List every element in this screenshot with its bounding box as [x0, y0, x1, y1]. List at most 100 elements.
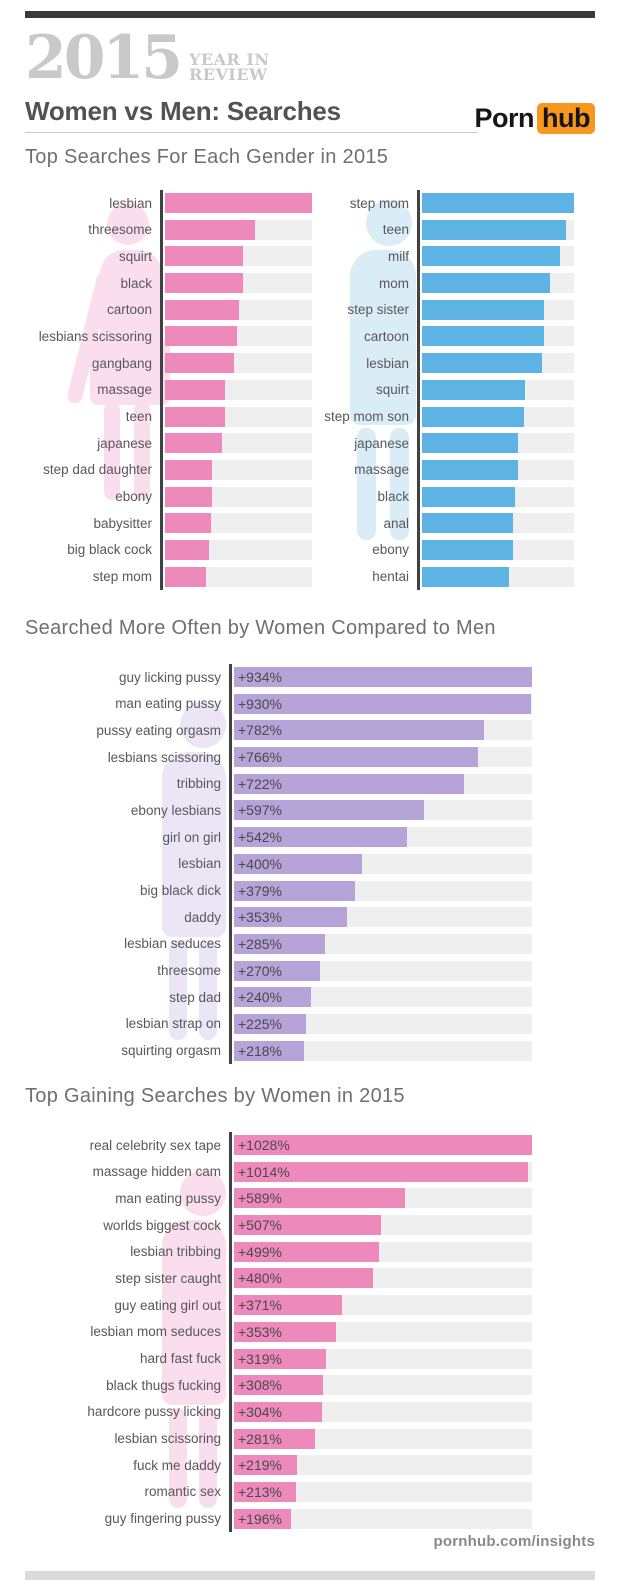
bar-row: pussy eating orgasm +782% — [25, 720, 595, 741]
row-label: black — [377, 489, 409, 505]
chart-top-searches: lesbian threesome squirt black cartoon lesbia… — [25, 190, 595, 590]
bar-track — [422, 219, 574, 240]
row-label: babysitter — [93, 515, 152, 531]
row-label: milf — [388, 248, 409, 264]
bar-fill — [422, 539, 514, 560]
bar-track: +218% — [234, 1040, 532, 1061]
bar-fill — [422, 513, 514, 534]
bar-row: girl on girl +542% — [25, 827, 595, 848]
logo-suffix-line2: REVIEW — [189, 65, 268, 84]
bar-value: +542% — [238, 829, 282, 846]
bar-fill: +400% — [234, 853, 362, 874]
row-label: ebony lesbians — [130, 802, 221, 818]
bar-row: lesbian — [315, 353, 574, 374]
row-label: fuck me daddy — [133, 1457, 221, 1473]
bar-track — [422, 513, 574, 534]
bar-fill — [165, 566, 207, 587]
section-title-top-searches: Top Searches For Each Gender in 2015 — [25, 146, 389, 168]
logo-year: 2015 — [25, 23, 183, 93]
bar-fill: +270% — [234, 960, 321, 981]
bar-row: teen — [25, 406, 312, 427]
bar-fill — [165, 539, 210, 560]
bar-row: big black dick +379% — [25, 880, 595, 901]
bar-row: lesbians scissoring +766% — [25, 747, 595, 768]
bar-track — [165, 513, 312, 534]
bar-row: anal — [315, 513, 574, 534]
footer-url: pornhub.com/insights — [433, 1533, 595, 1550]
more-often-axis-line — [229, 664, 232, 1064]
bar-value: +371% — [238, 1297, 282, 1314]
bar-fill — [165, 406, 226, 427]
bar-row: massage — [315, 459, 574, 480]
bar-value: +766% — [238, 749, 282, 766]
bar-fill — [422, 193, 574, 213]
bar-fill — [422, 379, 526, 400]
row-label: girl on girl — [162, 829, 221, 845]
bar-fill: +379% — [234, 880, 355, 901]
bar-fill — [422, 273, 550, 294]
bar-value: +499% — [238, 1243, 282, 1260]
bar-track: +1028% — [234, 1135, 532, 1155]
bar-row: gangbang — [25, 353, 312, 374]
bar-fill: +285% — [234, 933, 325, 954]
bar-track: +542% — [234, 827, 532, 848]
bar-track: +304% — [234, 1401, 532, 1422]
bar-row: massage — [25, 379, 312, 400]
bar-track — [422, 433, 574, 454]
bar-track: +319% — [234, 1348, 532, 1369]
bar-value: +353% — [238, 909, 282, 926]
bar-row: ebony lesbians +597% — [25, 800, 595, 821]
pornhub-logo-porn: Porn — [474, 103, 535, 133]
row-label: hard fast fuck — [139, 1351, 221, 1366]
bar-fill: +782% — [234, 720, 484, 741]
bar-track — [422, 246, 574, 267]
bar-track — [422, 326, 574, 347]
bar-row: japanese — [315, 433, 574, 454]
bar-row: threesome +270% — [25, 960, 595, 981]
bar-row: step mom son — [315, 406, 574, 427]
row-label: romantic sex — [144, 1484, 221, 1500]
row-label: guy licking pussy — [118, 669, 221, 685]
row-label: lesbian scissoring — [114, 1431, 221, 1447]
bar-fill: +240% — [234, 987, 311, 1008]
bar-track — [165, 246, 312, 267]
bar-row: lesbians scissoring — [25, 326, 312, 347]
bar-value: +400% — [238, 855, 282, 872]
row-label: pussy eating orgasm — [96, 722, 221, 738]
row-label: massage — [354, 462, 409, 478]
row-label: step mom son — [324, 409, 409, 424]
row-label: daddy — [184, 909, 221, 925]
row-label: man eating pussy — [115, 696, 221, 712]
bar-fill: +930% — [234, 693, 531, 714]
bar-row: man eating pussy +589% — [25, 1188, 595, 1209]
bar-row: romantic sex +213% — [25, 1481, 595, 1502]
row-label: man eating pussy — [115, 1190, 221, 1206]
bar-row: lesbian tribbing +499% — [25, 1241, 595, 1262]
chart-more-often: guy licking pussy +934% man eating pussy +9… — [25, 664, 595, 1064]
bar-track: +930% — [234, 693, 532, 714]
bar-value: +285% — [238, 935, 282, 952]
bar-row: lesbian strap on +225% — [25, 1013, 595, 1034]
bar-row: step mom — [315, 193, 574, 213]
bar-row: black thugs fucking +308% — [25, 1375, 595, 1396]
bar-track — [165, 566, 312, 587]
bar-value: +480% — [238, 1270, 282, 1287]
bar-track — [165, 379, 312, 400]
bar-row: japanese — [25, 433, 312, 454]
bar-fill: +353% — [234, 1321, 337, 1342]
bar-track: +597% — [234, 800, 532, 821]
year-in-review-logo: 2015 YEAR IN REVIEW — [25, 23, 270, 93]
bar-row: guy eating girl out +371% — [25, 1295, 595, 1316]
bar-track — [165, 273, 312, 294]
section-title-top-gaining: Top Gaining Searches by Women in 2015 — [25, 1085, 405, 1107]
bar-value: +930% — [238, 695, 282, 712]
row-label: guy fingering pussy — [104, 1511, 221, 1527]
bar-value: +1014% — [238, 1163, 290, 1180]
row-label: threesome — [88, 222, 152, 238]
bar-fill: +213% — [234, 1481, 296, 1502]
bar-row: daddy +353% — [25, 907, 595, 928]
row-label: cartoon — [363, 328, 409, 344]
bar-fill — [422, 353, 543, 374]
bar-fill — [422, 433, 518, 454]
bar-fill: +499% — [234, 1241, 379, 1262]
